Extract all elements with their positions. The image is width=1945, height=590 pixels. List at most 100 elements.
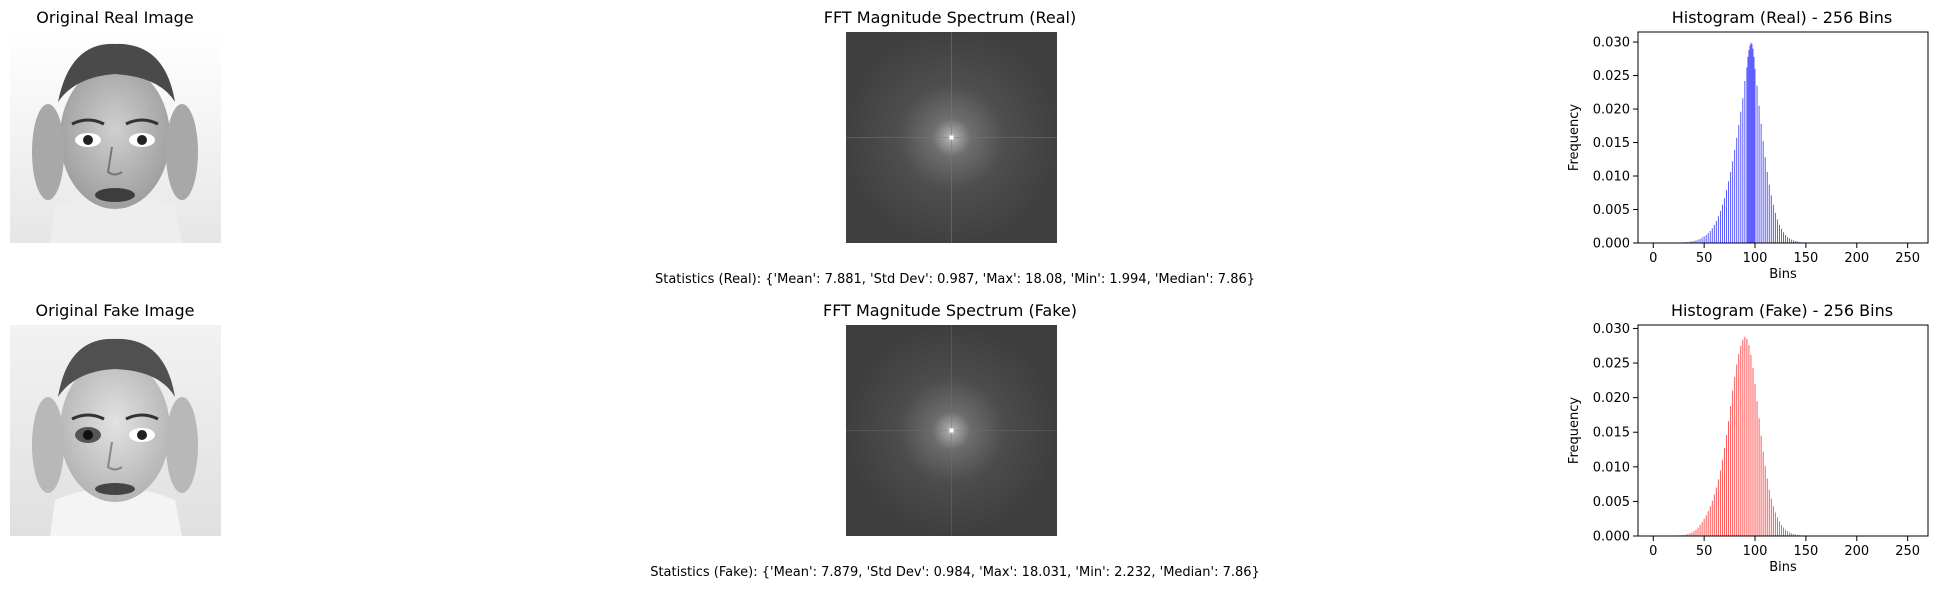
histogram-bar [1711, 228, 1713, 243]
x-tick-label: 150 [1793, 251, 1818, 266]
histogram-bar [1724, 448, 1725, 536]
histogram-bar [1768, 489, 1770, 536]
histogram-bar [1744, 336, 1746, 536]
histogram-bar [1758, 105, 1760, 244]
y-tick-label: 0.025 [1593, 69, 1630, 84]
histogram-bar [1778, 521, 1780, 536]
histogram-bar [1717, 216, 1719, 243]
histogram-bar [1697, 239, 1699, 243]
histogram-bar [1699, 524, 1701, 536]
histogram-bar [1762, 451, 1764, 536]
histogram-bar [1787, 531, 1789, 536]
histogram-bar [1693, 240, 1695, 243]
histogram-bar [1732, 390, 1734, 536]
histogram-bar [1701, 237, 1703, 243]
histogram-bar [1795, 240, 1797, 243]
axes-frame [1637, 31, 1929, 244]
x-tick-label: 150 [1793, 544, 1818, 559]
histogram-bar [1715, 487, 1717, 536]
y-tick-label: 0.000 [1593, 237, 1630, 252]
histogram-bar [1772, 506, 1774, 536]
histogram-bar [1705, 234, 1707, 243]
histogram-bar [1701, 522, 1703, 536]
histogram-bar [1768, 184, 1770, 243]
axes-frame [1637, 324, 1929, 537]
x-axis-label: Bins [1769, 560, 1797, 575]
histogram-bar [1738, 125, 1740, 243]
histogram-bar [1719, 210, 1721, 243]
y-tick-label: 0.010 [1593, 170, 1630, 185]
y-axis-label: Frequency [1567, 104, 1582, 171]
histogram-bar [1693, 531, 1695, 536]
histogram-bar [1783, 527, 1784, 536]
histogram-bar [1793, 533, 1795, 536]
y-tick-label: 0.030 [1593, 36, 1630, 51]
histogram-bar [1689, 533, 1691, 536]
histogram-bar [1734, 149, 1736, 243]
y-tick-label: 0.030 [1593, 322, 1630, 337]
histogram-bar [1695, 529, 1697, 536]
x-tick-label: 50 [1696, 544, 1713, 559]
histogram-fake: 0 50 100 150 200 250 0.000 0.005 0.010 0.015 0.020… [1567, 322, 1929, 575]
histogram-bar [1776, 517, 1778, 536]
histogram-bar [1744, 80, 1746, 244]
histogram-bar [1719, 470, 1721, 536]
histogram-bar [1742, 98, 1744, 243]
fft-spectrum-fake [846, 325, 1057, 536]
histogram-bar [1736, 137, 1738, 243]
histogram-bar [1748, 50, 1750, 244]
histogram-bar [1791, 533, 1793, 536]
histogram-bar [1789, 238, 1791, 243]
image-title-real: Original Real Image [36, 8, 194, 27]
histogram-bar [1787, 236, 1789, 243]
histogram-bar [1781, 228, 1782, 243]
histogram-bar [1772, 204, 1774, 243]
histogram-bar [1699, 238, 1701, 243]
histogram-bar [1734, 376, 1736, 536]
x-axis-label: Bins [1769, 267, 1797, 282]
fft-spectrum-real-graphic [846, 32, 1057, 243]
real-face-image [10, 32, 221, 243]
stats-fake: Statistics (Fake): {'Mean': 7.879, 'Std … [650, 565, 1260, 580]
y-tick-label: 0.005 [1593, 495, 1630, 510]
histogram-bar [1711, 500, 1713, 536]
histogram-bar [1707, 511, 1709, 536]
histogram-bar [1715, 220, 1717, 243]
histogram-bar [1770, 195, 1772, 243]
histogram-bar [1726, 190, 1727, 243]
histogram-bar [1760, 123, 1762, 243]
histogram-bar [1740, 345, 1742, 536]
histogram-bar [1709, 230, 1711, 243]
histogram-bar [1728, 181, 1730, 243]
histogram-bar [1689, 241, 1691, 243]
histogram-bar [1752, 48, 1754, 243]
histogram-bar [1728, 421, 1730, 536]
histogram-bar [1691, 532, 1693, 536]
histogram-bar [1764, 157, 1766, 243]
x-tick-label: 200 [1844, 544, 1869, 559]
histogram-bar [1774, 512, 1776, 536]
histogram-bar [1764, 466, 1766, 536]
histogram-bar [1750, 354, 1752, 536]
x-tick-label: 250 [1895, 544, 1920, 559]
histogram-bar [1791, 239, 1793, 243]
histogram-bar [1766, 172, 1768, 243]
histogram-bar [1730, 172, 1732, 243]
histogram-bar [1756, 401, 1758, 536]
histogram-bars [1673, 42, 1827, 244]
histogram-bar [1797, 534, 1799, 536]
histogram-bar [1754, 68, 1756, 243]
histogram-bar [1722, 204, 1723, 243]
histogram-bars [1668, 336, 1827, 537]
fft-title-real: FFT Magnitude Spectrum (Real) [823, 8, 1077, 27]
histogram-bar [1730, 405, 1732, 536]
histogram-bar [1753, 56, 1755, 243]
histogram-bar [1740, 111, 1742, 244]
hist-title-real: Histogram (Real) - 256 Bins [1671, 8, 1893, 27]
histogram-bar [1751, 44, 1753, 243]
y-tick-label: 0.020 [1593, 103, 1630, 118]
x-tick-label: 0 [1649, 544, 1657, 559]
fft-spectrum-real [846, 32, 1057, 243]
histogram-bar [1785, 529, 1787, 536]
y-tick-label: 0.015 [1593, 136, 1630, 151]
